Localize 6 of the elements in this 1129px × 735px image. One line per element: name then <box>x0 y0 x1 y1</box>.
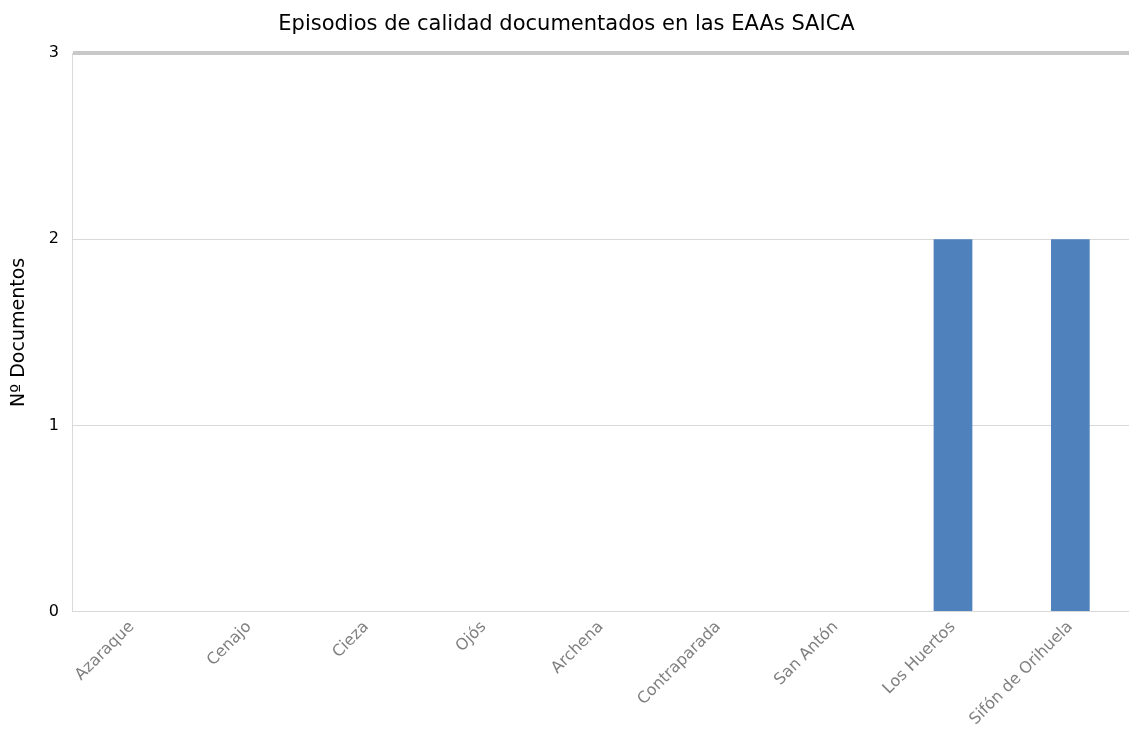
chart-title: Episodios de calidad documentados en las EAAs SAICA <box>278 11 856 36</box>
y-tick-label: 3 <box>48 42 59 62</box>
y-tick-label: 1 <box>48 414 59 434</box>
y-tick-label: 0 <box>48 600 59 620</box>
y-tick-label: 2 <box>48 228 59 248</box>
y-axis-title: Nº Documentos <box>6 257 29 407</box>
